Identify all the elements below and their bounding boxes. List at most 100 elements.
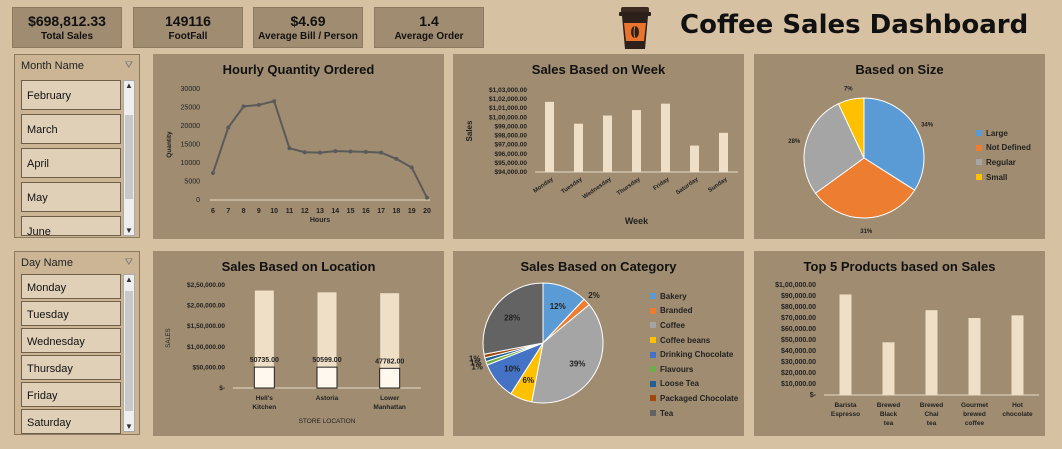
legend-label: Coffee beans xyxy=(660,335,711,345)
x-tick-label: 12 xyxy=(301,208,309,215)
scroll-down-icon[interactable]: ▼ xyxy=(125,422,133,431)
scroll-down-icon[interactable]: ▼ xyxy=(125,226,133,235)
slicer-header: Day Name xyxy=(21,257,73,269)
bar xyxy=(317,292,337,388)
slicer-item-april[interactable]: April xyxy=(21,148,121,178)
bar xyxy=(254,290,274,388)
slicer-item-tuesday[interactable]: Tuesday xyxy=(21,301,121,326)
slicer-item-march[interactable]: March xyxy=(21,114,121,144)
slicer-item-friday[interactable]: Friday xyxy=(21,382,121,407)
pie-slice xyxy=(531,304,604,404)
legend-swatch xyxy=(650,337,656,344)
bar xyxy=(632,110,641,172)
y-tick-label: $- xyxy=(219,385,225,392)
x-tick-label: Friday xyxy=(652,176,671,192)
x-tick-label: 17 xyxy=(377,208,385,215)
pie-chart: 34% 31% 28% 7% xyxy=(788,87,934,235)
bar xyxy=(316,366,338,389)
kpi-value: 1.4 xyxy=(419,13,439,29)
scroll-thumb[interactable] xyxy=(125,291,133,411)
slicer-item-wednesday[interactable]: Wednesday xyxy=(21,328,121,353)
legend-label: Small xyxy=(986,172,1008,182)
slicer-item-monday[interactable]: Monday xyxy=(21,274,121,299)
month-slicer: Month Name ⛛ February March April May Ju… xyxy=(14,54,140,238)
x-tick-label: Brewed xyxy=(920,402,944,409)
data-point xyxy=(333,149,338,154)
slicer-item-thursday[interactable]: Thursday xyxy=(21,355,121,380)
legend-item: Small xyxy=(976,170,1031,185)
x-tick-label: Lower xyxy=(380,395,400,402)
clear-filter-icon[interactable]: ⛛ xyxy=(124,60,133,71)
data-point xyxy=(256,102,261,107)
y-tick-label: $96,000.00 xyxy=(494,151,527,158)
chart-title: Based on Size xyxy=(855,62,944,77)
scroll-up-icon[interactable]: ▲ xyxy=(125,275,133,284)
kpi-label: FootFall xyxy=(168,31,208,42)
legend-swatch xyxy=(976,159,982,166)
data-label: 50599.00 xyxy=(312,357,341,364)
y-axis-title: SALES xyxy=(166,328,172,347)
y-axis-title: Quantity xyxy=(166,131,173,158)
legend-label: Coffee xyxy=(660,320,685,330)
scrollbar[interactable]: ▲ ▼ xyxy=(123,274,135,432)
day-slicer: Day Name ⛛ Monday Tuesday Wednesday Thur… xyxy=(14,251,140,435)
slicer-item-february[interactable]: February xyxy=(21,80,121,110)
scroll-thumb[interactable] xyxy=(125,115,133,199)
dashboard-title: Coffee Sales Dashboard xyxy=(680,10,1029,40)
x-tick-label: tea xyxy=(884,420,894,427)
y-tick-label: 0 xyxy=(196,197,200,204)
y-tick-label: 25000 xyxy=(181,105,201,112)
legend-swatch xyxy=(976,174,982,181)
data-label: 50735.00 xyxy=(250,357,279,364)
data-label: 34% xyxy=(921,122,934,128)
x-tick-label: 15 xyxy=(347,208,355,215)
scroll-up-icon[interactable]: ▲ xyxy=(125,81,133,90)
bar-chart: $94,000.00 $95,000.00 $96,000.00 $97,000.00… xyxy=(465,87,738,226)
chart-title: Sales Based on Location xyxy=(221,259,376,274)
legend-swatch xyxy=(650,351,656,358)
legend-item: Not Defined xyxy=(976,141,1031,156)
data-point xyxy=(287,146,292,151)
data-label: 7% xyxy=(844,87,853,93)
legend-item: Coffee xyxy=(650,318,738,333)
bar xyxy=(882,342,895,395)
scrollbar[interactable]: ▲ ▼ xyxy=(123,80,135,236)
x-tick-label: Hot xyxy=(1012,402,1024,409)
y-tick-label: $70,000.00 xyxy=(781,315,816,322)
clear-filter-icon[interactable]: ⛛ xyxy=(124,257,133,268)
data-label: 1% xyxy=(469,354,481,363)
series-line xyxy=(212,100,428,199)
chart-legend: Bakery Branded Coffee Coffee beans Drinking … xyxy=(650,289,738,420)
x-axis-title: STORE LOCATION xyxy=(299,418,356,425)
x-tick-label: coffee xyxy=(965,420,985,427)
x-tick-label: 16 xyxy=(362,208,370,215)
chart-legend: Large Not Defined Regular Small xyxy=(976,126,1031,184)
slicer-item-may[interactable]: May xyxy=(21,182,121,212)
slicer-item-saturday[interactable]: Saturday xyxy=(21,409,121,434)
bar xyxy=(379,367,401,389)
slicer-item-june[interactable]: June xyxy=(21,216,121,236)
legend-item: Flavours xyxy=(650,362,738,377)
bar xyxy=(603,115,612,172)
legend-swatch xyxy=(976,130,982,137)
data-point xyxy=(425,195,429,200)
y-tick-label: $50,000.00 xyxy=(192,364,225,371)
data-label: 12% xyxy=(550,302,566,311)
slicer-header: Month Name xyxy=(21,60,84,72)
data-point xyxy=(379,150,384,155)
legend-swatch xyxy=(650,395,656,402)
x-tick-label: 6 xyxy=(211,208,215,215)
weekly-sales-chart: Sales Based on Week $94,000.00 $95,000.00… xyxy=(453,54,744,239)
x-axis-title: Hours xyxy=(310,217,330,224)
y-tick-label: $1,02,000.00 xyxy=(489,96,527,103)
legend-swatch xyxy=(650,307,656,314)
size-chart: Based on Size 34% 31% 28% 7% Large Not Defin… xyxy=(754,54,1045,239)
x-tick-label: 11 xyxy=(286,208,294,215)
legend-item: Tea xyxy=(650,406,738,421)
kpi-label: Total Sales xyxy=(40,31,94,42)
y-tick-label: 20000 xyxy=(181,123,201,130)
data-point xyxy=(226,125,231,130)
kpi-average-bill: $4.69 Average Bill / Person xyxy=(253,7,363,48)
coffee-cup-icon xyxy=(619,7,651,49)
data-point xyxy=(363,149,368,154)
